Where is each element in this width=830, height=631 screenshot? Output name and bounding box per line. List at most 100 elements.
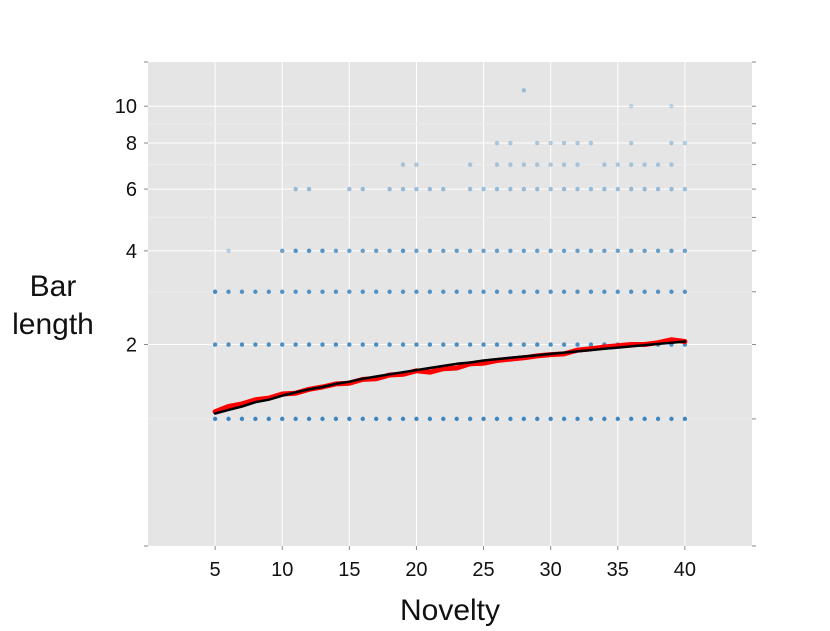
- scatter-point: [293, 248, 298, 254]
- scatter-point: [481, 342, 486, 347]
- scatter-point: [441, 342, 446, 347]
- scatter-point: [306, 248, 312, 254]
- scatter-point: [347, 186, 352, 192]
- scatter-point: [602, 186, 607, 192]
- x-tick-label: 20: [405, 559, 427, 581]
- scatter-point: [239, 416, 245, 422]
- scatter-point: [427, 186, 433, 192]
- scatter-point: [494, 289, 500, 294]
- scatter-point: [454, 248, 459, 254]
- scatter-point: [414, 248, 419, 254]
- scatter-points: [212, 88, 688, 422]
- scatter-point: [575, 140, 580, 146]
- scatter-point: [629, 140, 634, 146]
- scatter-point: [575, 186, 580, 192]
- scatter-point: [373, 342, 379, 347]
- scatter-point: [387, 248, 392, 254]
- scatter-point: [494, 162, 500, 167]
- scatter-point: [306, 416, 312, 422]
- scatter-point: [629, 248, 634, 254]
- scatter-point: [427, 248, 433, 254]
- scatter-point: [467, 342, 473, 347]
- scatter-point: [306, 186, 312, 192]
- scatter-point: [387, 289, 392, 294]
- scatter-point: [481, 416, 486, 422]
- scatter-point: [575, 416, 580, 422]
- scatter-point: [535, 140, 540, 146]
- scatter-point: [494, 248, 500, 254]
- scatter-point: [602, 289, 607, 294]
- scatter-point: [655, 186, 661, 192]
- fit-series-line: [213, 340, 687, 415]
- scatter-point: [347, 289, 352, 294]
- scatter-point: [494, 416, 500, 422]
- scatter-point: [280, 289, 285, 294]
- scatter-point: [615, 416, 620, 422]
- scatter-point: [481, 186, 486, 192]
- scatter-point: [615, 186, 620, 192]
- scatter-point: [548, 140, 553, 146]
- scatter-point: [387, 342, 392, 347]
- scatter-point: [508, 416, 513, 422]
- scatter-point: [293, 186, 298, 192]
- scatter-point: [561, 248, 567, 254]
- plot-panel: [148, 62, 752, 546]
- scatter-point: [561, 289, 567, 294]
- scatter-point: [642, 186, 647, 192]
- scatter-point: [548, 416, 553, 422]
- scatter-point: [588, 140, 594, 146]
- scatter-point: [588, 289, 594, 294]
- scatter-point: [682, 248, 688, 254]
- scatter-point: [682, 186, 688, 192]
- scatter-point: [588, 248, 594, 254]
- scatter-point: [400, 416, 406, 422]
- scatter-point: [320, 289, 325, 294]
- scatter-point: [494, 140, 500, 146]
- scatter-point: [253, 416, 258, 422]
- scatter-point: [629, 104, 634, 109]
- scatter-point: [669, 416, 674, 422]
- scatter-point: [212, 289, 218, 294]
- scatter-point: [253, 289, 258, 294]
- scatter-point: [333, 289, 339, 294]
- scatter-point: [682, 140, 688, 146]
- scatter-point: [253, 342, 258, 347]
- scatter-point: [508, 186, 513, 192]
- scatter-point: [414, 186, 419, 192]
- scatter-point: [360, 416, 365, 422]
- scatter-point: [481, 289, 486, 294]
- scatter-point: [360, 342, 365, 347]
- x-tick-label: 25: [472, 559, 494, 581]
- x-tick-label: 40: [674, 559, 696, 581]
- scatter-point: [494, 186, 500, 192]
- scatter-point: [548, 186, 553, 192]
- scatter-point: [454, 342, 459, 347]
- y-tick-label: 4: [126, 241, 137, 263]
- scatter-point: [561, 342, 567, 347]
- scatter-point: [588, 342, 594, 347]
- scatter-point: [548, 248, 553, 254]
- scatter-point: [602, 162, 607, 167]
- scatter-point: [682, 416, 688, 422]
- scatter-point: [481, 248, 486, 254]
- grid-lines: [148, 62, 752, 546]
- x-tick-label: 10: [271, 559, 293, 581]
- scatter-point: [508, 140, 513, 146]
- scatter-point: [535, 416, 540, 422]
- scatter-point: [347, 248, 352, 254]
- scatter-point: [400, 248, 406, 254]
- scatter-point: [293, 416, 298, 422]
- scatter-point: [615, 248, 620, 254]
- scatter-point: [239, 342, 245, 347]
- scatter-point: [333, 416, 339, 422]
- scatter-point: [669, 140, 674, 146]
- scatter-point: [575, 162, 580, 167]
- scatter-point: [226, 416, 231, 422]
- scatter-point: [561, 140, 567, 146]
- scatter-point: [347, 342, 352, 347]
- scatter-point: [239, 289, 245, 294]
- scatter-point: [454, 289, 459, 294]
- scatter-point: [414, 289, 419, 294]
- scatter-point: [373, 416, 379, 422]
